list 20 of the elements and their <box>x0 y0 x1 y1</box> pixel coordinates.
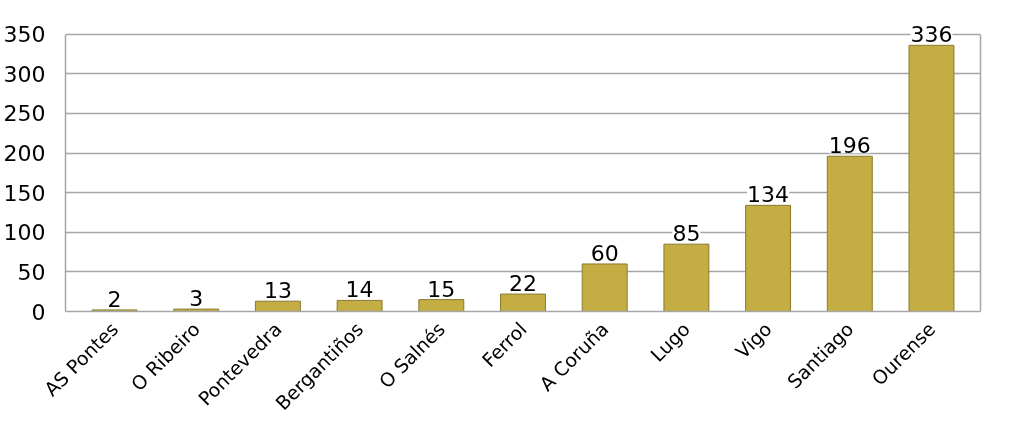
y-tick-label: 0 <box>31 299 46 325</box>
y-tick-label: 300 <box>3 61 46 87</box>
data-label: 85 <box>672 221 701 247</box>
data-label: 60 <box>590 240 619 266</box>
data-label: 22 <box>509 271 537 297</box>
data-label: 13 <box>263 278 292 304</box>
y-tick-label: 150 <box>3 180 46 206</box>
data-label: 3 <box>189 286 204 312</box>
y-tick-label: 50 <box>17 259 46 285</box>
y-tick-label: 350 <box>3 22 46 48</box>
x-tick-label: Vigo <box>730 317 776 363</box>
data-label: 14 <box>345 277 374 303</box>
data-label: 15 <box>427 276 456 302</box>
y-tick-label: 100 <box>3 220 46 246</box>
data-label: 134 <box>747 182 790 208</box>
y-tick-label: 200 <box>3 141 46 167</box>
data-label: 2 <box>107 286 122 312</box>
data-label: 336 <box>910 22 953 48</box>
data-label: 196 <box>828 133 871 159</box>
y-tick-label: 250 <box>3 101 46 127</box>
